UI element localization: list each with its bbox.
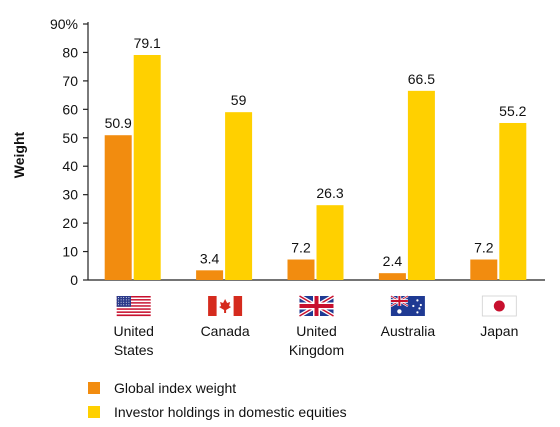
legend-swatch-orange [88,381,100,394]
category-label: United [296,323,336,339]
bar-domestic-holdings [407,90,435,280]
category-label: Canada [201,323,250,339]
y-tick-label: 70 [62,73,78,89]
data-label: 66.5 [408,71,435,87]
y-tick-label: 50 [62,130,78,146]
y-tick-label: 10 [62,244,78,260]
y-axis: 0 10 20 30 40 50 60 70 80 90% [50,16,545,288]
data-label: 59 [231,92,247,108]
category-label: Japan [480,323,518,339]
bar-domestic-holdings [499,122,527,280]
category-label: Kingdom [289,342,344,358]
bar-global-index [196,270,224,280]
data-label: 3.4 [200,250,220,266]
bar-domestic-holdings [316,205,344,280]
category-label: United [113,323,153,339]
y-tick-label: 20 [62,215,78,231]
y-tick-label: 60 [62,101,78,117]
australia-flag-icon [390,295,425,316]
category-axis: United States Canada United Kingdom Australia… [113,294,518,358]
category-label: States [114,342,154,358]
y-tick-label: 90% [50,16,78,32]
bar-domestic-holdings [225,112,253,280]
canada-flag-icon [208,296,243,316]
y-tick-label: 40 [62,158,78,174]
legend-label: Investor holdings in domestic equities [114,403,347,420]
legend-item-domestic-holdings: Investor holdings in domestic equities [88,403,347,421]
legend-label: Global index weight [114,379,237,396]
bars: 50.9 79.1 3.4 59 7.2 26.3 2.4 66.5 7.2 55.2 [104,35,527,281]
data-label: 2.4 [383,253,403,269]
bar-global-index [378,273,406,280]
bar-global-index [287,259,315,280]
y-tick-label: 80 [62,44,78,60]
category-label: Australia [381,323,436,339]
legend-swatch-yellow [88,405,100,418]
uk-flag-icon [298,294,335,318]
bar-global-index [470,259,498,280]
japan-flag-icon [481,295,517,317]
y-tick-label: 0 [70,272,78,288]
bar-global-index [104,135,132,280]
data-label: 79.1 [134,35,161,51]
legend-item-global-index: Global index weight [88,379,236,397]
y-axis-label: Weight [11,131,27,178]
data-label: 7.2 [291,240,311,256]
bar-domestic-holdings [133,55,161,281]
y-tick-label: 30 [62,187,78,203]
data-label: 7.2 [474,240,494,256]
data-label: 50.9 [105,115,132,131]
us-flag-icon [116,296,151,317]
data-label: 55.2 [499,103,526,119]
data-label: 26.3 [316,185,343,201]
